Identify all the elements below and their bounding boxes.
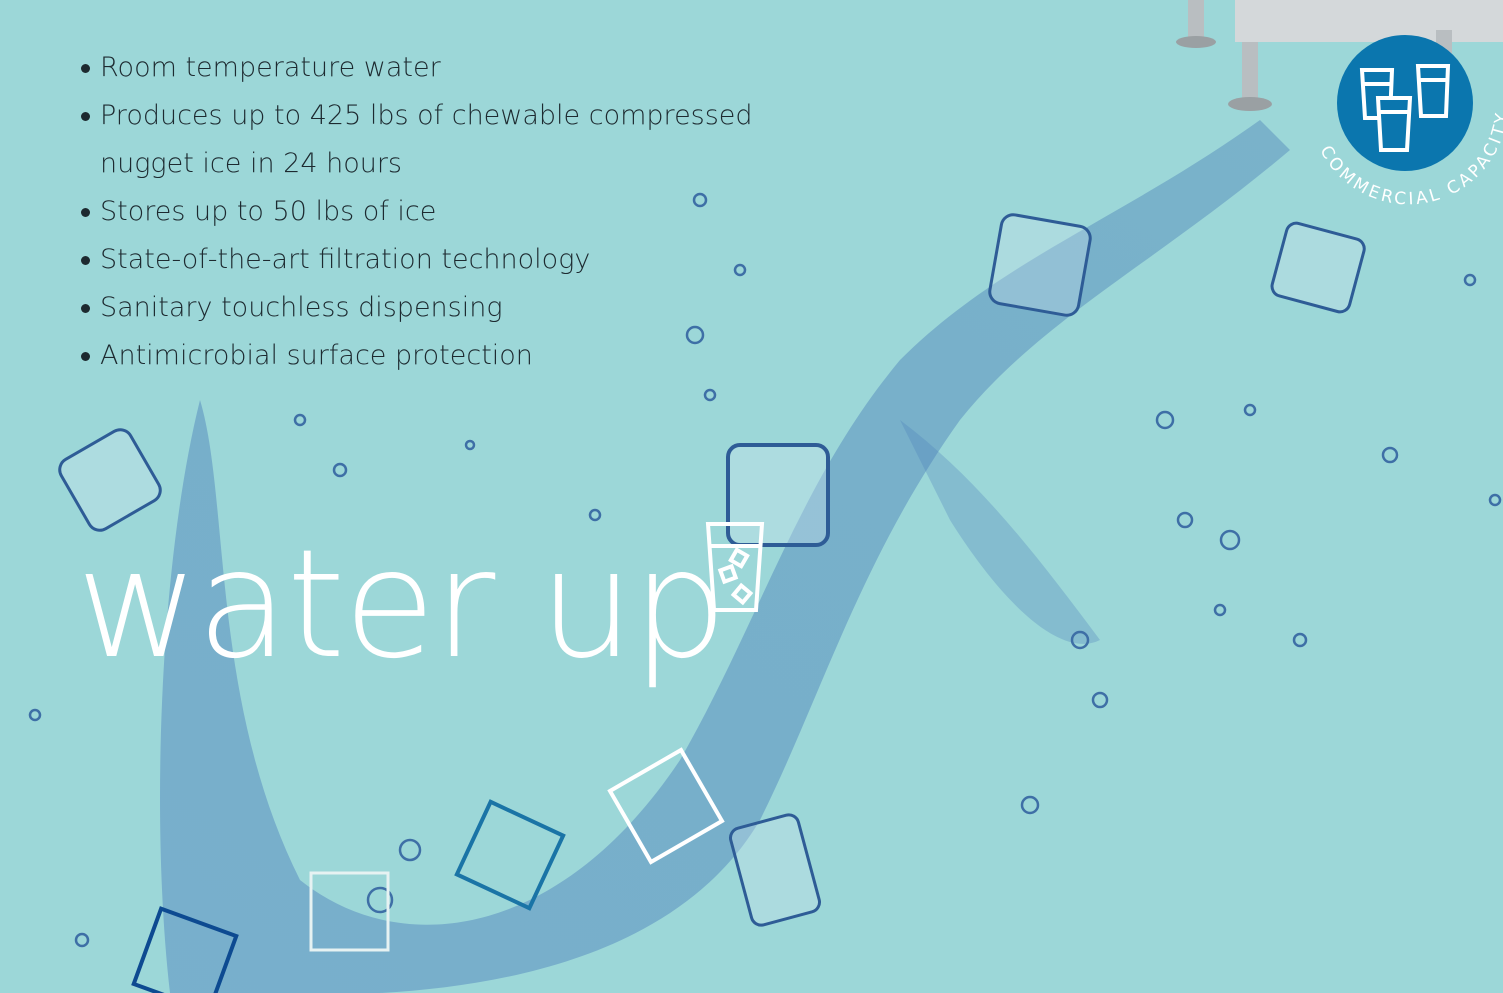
feature-item: State-of-the-art filtration technology [80, 236, 770, 284]
bubbles [28, 192, 1502, 948]
ice-cube [728, 813, 822, 927]
water-splash [900, 420, 1100, 644]
badge: COMMERCIAL CAPACITY [1315, 35, 1503, 210]
ice-cube [1270, 221, 1366, 314]
feature-item: Stores up to 50 lbs of ice [80, 188, 770, 236]
outline-square [131, 906, 239, 993]
headline: water up [76, 518, 727, 692]
ice-cube [58, 428, 162, 532]
ice-cube [988, 213, 1092, 317]
feature-item: Produces up to 425 lbs of chewable compr… [80, 92, 770, 188]
glass-icon [705, 522, 765, 612]
feature-item: Room temperature water [80, 44, 770, 92]
badge-icon [1359, 64, 1451, 152]
feature-item: Sanitary touchless dispensing [80, 284, 770, 332]
water-splash [160, 120, 1290, 993]
feature-item: Antimicrobial surface protection [80, 332, 770, 380]
outline-square [454, 799, 566, 911]
feature-list: Room temperature water Produces up to 425… [80, 44, 770, 380]
outline-square [309, 871, 390, 952]
ice-cube [726, 443, 830, 547]
outline-square [607, 747, 725, 865]
